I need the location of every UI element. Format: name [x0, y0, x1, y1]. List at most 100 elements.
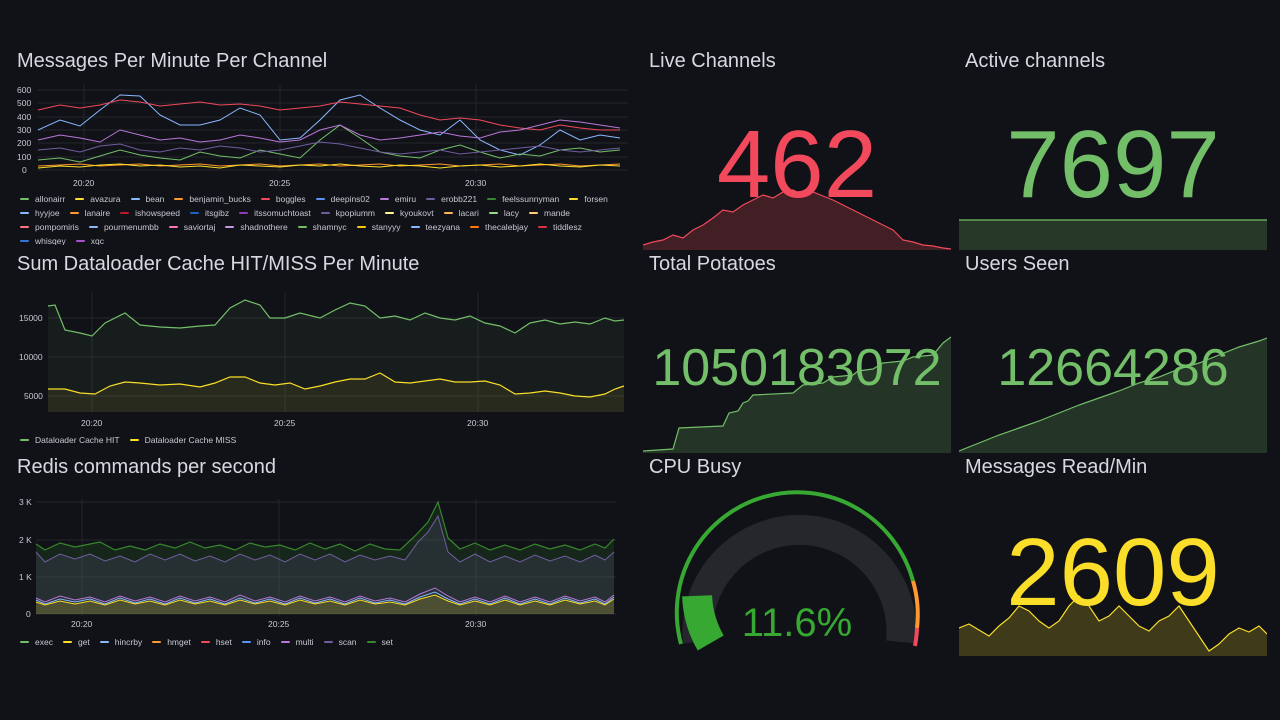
- legend-item[interactable]: scan: [323, 635, 357, 649]
- panel-title: Messages Read/Min: [965, 456, 1148, 478]
- legend-item[interactable]: avazura: [75, 194, 121, 204]
- y-tick: 400: [17, 112, 31, 122]
- legend-item[interactable]: stanyyy: [356, 222, 401, 232]
- legend-item[interactable]: set: [366, 635, 393, 649]
- legend-item[interactable]: itsgibz: [190, 208, 229, 218]
- legend-swatch: [20, 198, 29, 200]
- legend-item[interactable]: Dataloader Cache MISS: [129, 433, 236, 447]
- y-tick: 100: [17, 152, 31, 162]
- x-tick: 20:20: [73, 178, 95, 188]
- legend-item[interactable]: feelssunnyman: [487, 194, 559, 204]
- legend-item[interactable]: tiddlesz: [538, 222, 582, 232]
- legend-label: lanaire: [84, 208, 111, 218]
- cache-legend: Dataloader Cache HIT Dataloader Cache MIS…: [20, 433, 620, 447]
- panel-title: Live Channels: [649, 50, 776, 72]
- legend-swatch: [75, 240, 85, 242]
- legend-item[interactable]: Dataloader Cache HIT: [20, 433, 120, 447]
- legend-label: bean: [145, 194, 165, 204]
- miss-area: [48, 373, 624, 412]
- y-tick: 15000: [19, 313, 43, 323]
- legend-swatch: [356, 226, 366, 228]
- legend-label: get: [77, 637, 90, 647]
- panel-title: Messages Per Minute Per Channel: [17, 50, 328, 72]
- legend-item[interactable]: deepins02: [315, 194, 370, 204]
- legend-swatch: [487, 198, 497, 200]
- legend-item[interactable]: shamnyc: [297, 222, 347, 232]
- legend-label: xqc: [90, 236, 104, 245]
- series-line: [37, 99, 620, 131]
- legend-swatch: [470, 226, 480, 228]
- legend-swatch: [529, 212, 538, 214]
- legend-label: ishowspeed: [135, 208, 180, 218]
- legend-swatch: [88, 226, 98, 228]
- legend-swatch: [75, 198, 85, 200]
- series-line: [37, 141, 621, 155]
- messages-per-minute-panel: Messages Per Minute Per Channel 600 500 …: [0, 50, 640, 245]
- legend-item[interactable]: mande: [529, 208, 570, 218]
- x-tick: 20:25: [274, 418, 296, 428]
- legend-swatch: [20, 439, 29, 441]
- legend-item[interactable]: benjamin_bucks: [174, 194, 251, 204]
- legend-item[interactable]: hmget: [152, 635, 191, 649]
- users-seen-value: 12664286: [997, 339, 1229, 397]
- legend-item[interactable]: xqc: [75, 236, 104, 245]
- legend-swatch: [174, 198, 184, 200]
- legend-label: thecalebjay: [485, 222, 529, 232]
- legend-item[interactable]: exec: [20, 635, 53, 649]
- y-tick: 5000: [24, 391, 43, 401]
- legend-item[interactable]: teezyana: [410, 222, 460, 232]
- legend-item[interactable]: saviortaj: [168, 222, 216, 232]
- legend-item[interactable]: kyoukovt: [385, 208, 434, 218]
- legend-label: saviortaj: [183, 222, 216, 232]
- legend-item[interactable]: multi: [280, 635, 314, 649]
- y-tick: 3 K: [19, 497, 32, 507]
- legend-item[interactable]: allonairr: [20, 194, 65, 204]
- legend-item[interactable]: boggles: [260, 194, 306, 204]
- legend-item[interactable]: lacari: [443, 208, 479, 218]
- legend-item[interactable]: bean: [130, 194, 165, 204]
- grid: [36, 499, 616, 616]
- legend-label: hincrby: [114, 637, 143, 647]
- legend-label: whisqey: [35, 236, 66, 245]
- miss-line: [48, 372, 625, 398]
- messages-chart[interactable]: 600 500 400 300 200 100 0 20:20 20:25: [0, 80, 640, 200]
- total-potatoes-sparkline: [643, 336, 951, 453]
- hit-line: [47, 299, 625, 337]
- legend-item[interactable]: hset: [200, 635, 232, 649]
- scan-area: [36, 516, 614, 614]
- legend-item[interactable]: forsen: [569, 194, 608, 204]
- legend-item[interactable]: erobb221: [426, 194, 477, 204]
- legend-swatch: [260, 198, 270, 200]
- scan-line: [35, 514, 615, 563]
- legend-item[interactable]: ishowspeed: [120, 208, 180, 218]
- legend-item[interactable]: get: [62, 635, 90, 649]
- legend-swatch: [152, 641, 162, 643]
- legend-swatch: [379, 198, 389, 200]
- legend-swatch: [225, 226, 235, 228]
- cache-chart[interactable]: 15000 10000 5000 20:20 20:25 20:30: [0, 288, 640, 428]
- legend-item[interactable]: whisqey: [20, 236, 66, 245]
- y-tick: 2 K: [19, 535, 32, 545]
- legend-item[interactable]: lacy: [488, 208, 519, 218]
- hit-area: [48, 300, 624, 412]
- legend-item[interactable]: shadnothere: [225, 222, 288, 232]
- legend-item[interactable]: lanaire: [69, 208, 111, 218]
- legend-item[interactable]: thecalebjay: [470, 222, 528, 232]
- legend-item[interactable]: itssomuchtoast: [239, 208, 311, 218]
- legend-item[interactable]: pompomiris: [20, 222, 79, 232]
- legend-label: itsgibz: [205, 208, 230, 218]
- gauge-track: [682, 514, 917, 644]
- y-axis: 15000 10000 5000: [19, 313, 43, 401]
- legend-item[interactable]: hincrby: [99, 635, 143, 649]
- legend-item[interactable]: emiru: [379, 194, 416, 204]
- legend-swatch: [426, 198, 436, 200]
- y-tick: 300: [17, 125, 31, 135]
- legend-item[interactable]: pourmenumbb: [88, 222, 159, 232]
- legend-item[interactable]: info: [241, 635, 271, 649]
- total-potatoes-panel: Total Potatoes 1050183072: [643, 253, 951, 453]
- legend-item[interactable]: kpopiumm: [320, 208, 375, 218]
- gauge-threshold-orange: [911, 580, 920, 629]
- legend-item[interactable]: hyyjoe: [20, 208, 60, 218]
- redis-chart[interactable]: 3 K 2 K 1 K 0 20:20 20:25 20:30: [0, 494, 640, 634]
- x-axis: 20:20 20:25 20:30: [71, 619, 487, 629]
